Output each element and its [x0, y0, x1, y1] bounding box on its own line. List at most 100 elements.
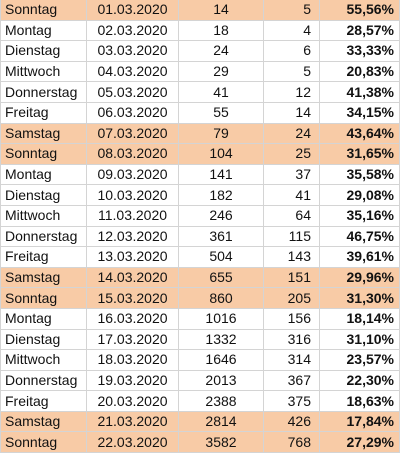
date-cell[interactable]: 12.03.2020 — [86, 226, 179, 248]
growth-percent-cell[interactable]: 46,75% — [319, 226, 400, 248]
weekday-cell[interactable]: Dienstag — [0, 40, 87, 62]
new-cases-cell[interactable]: 143 — [263, 246, 320, 268]
date-cell[interactable]: 17.03.2020 — [86, 329, 179, 351]
new-cases-cell[interactable]: 4 — [263, 20, 320, 42]
total-cases-cell[interactable]: 2013 — [178, 370, 264, 392]
growth-percent-cell[interactable]: 39,61% — [319, 246, 400, 268]
date-cell[interactable]: 22.03.2020 — [86, 431, 179, 453]
growth-percent-cell[interactable]: 22,30% — [319, 370, 400, 392]
weekday-cell[interactable]: Freitag — [0, 102, 87, 124]
new-cases-cell[interactable]: 768 — [263, 431, 320, 453]
growth-percent-cell[interactable]: 31,65% — [319, 143, 400, 165]
growth-percent-cell[interactable]: 55,56% — [319, 0, 400, 21]
new-cases-cell[interactable]: 64 — [263, 205, 320, 227]
total-cases-cell[interactable]: 182 — [178, 184, 264, 206]
new-cases-cell[interactable]: 5 — [263, 61, 320, 83]
date-cell[interactable]: 02.03.2020 — [86, 20, 179, 42]
growth-percent-cell[interactable]: 18,14% — [319, 308, 400, 330]
growth-percent-cell[interactable]: 35,16% — [319, 205, 400, 227]
new-cases-cell[interactable]: 426 — [263, 411, 320, 433]
growth-percent-cell[interactable]: 31,30% — [319, 287, 400, 309]
date-cell[interactable]: 08.03.2020 — [86, 143, 179, 165]
growth-percent-cell[interactable]: 17,84% — [319, 411, 400, 433]
growth-percent-cell[interactable]: 23,57% — [319, 349, 400, 371]
weekday-cell[interactable]: Sonntag — [0, 431, 87, 453]
weekday-cell[interactable]: Samstag — [0, 267, 87, 289]
weekday-cell[interactable]: Mittwoch — [0, 349, 87, 371]
total-cases-cell[interactable]: 3582 — [178, 431, 264, 453]
date-cell[interactable]: 06.03.2020 — [86, 102, 179, 124]
total-cases-cell[interactable]: 246 — [178, 205, 264, 227]
date-cell[interactable]: 13.03.2020 — [86, 246, 179, 268]
growth-percent-cell[interactable]: 28,57% — [319, 20, 400, 42]
weekday-cell[interactable]: Samstag — [0, 411, 87, 433]
growth-percent-cell[interactable]: 20,83% — [319, 61, 400, 83]
total-cases-cell[interactable]: 41 — [178, 81, 264, 103]
weekday-cell[interactable]: Donnerstag — [0, 226, 87, 248]
growth-percent-cell[interactable]: 29,08% — [319, 184, 400, 206]
weekday-cell[interactable]: Montag — [0, 20, 87, 42]
growth-percent-cell[interactable]: 43,64% — [319, 123, 400, 145]
date-cell[interactable]: 14.03.2020 — [86, 267, 179, 289]
date-cell[interactable]: 03.03.2020 — [86, 40, 179, 62]
weekday-cell[interactable]: Dienstag — [0, 184, 87, 206]
new-cases-cell[interactable]: 25 — [263, 143, 320, 165]
new-cases-cell[interactable]: 375 — [263, 390, 320, 412]
new-cases-cell[interactable]: 12 — [263, 81, 320, 103]
weekday-cell[interactable]: Sonntag — [0, 287, 87, 309]
new-cases-cell[interactable]: 156 — [263, 308, 320, 330]
weekday-cell[interactable]: Montag — [0, 308, 87, 330]
new-cases-cell[interactable]: 37 — [263, 164, 320, 186]
total-cases-cell[interactable]: 504 — [178, 246, 264, 268]
total-cases-cell[interactable]: 1646 — [178, 349, 264, 371]
date-cell[interactable]: 20.03.2020 — [86, 390, 179, 412]
weekday-cell[interactable]: Dienstag — [0, 329, 87, 351]
weekday-cell[interactable]: Mittwoch — [0, 61, 87, 83]
new-cases-cell[interactable]: 41 — [263, 184, 320, 206]
growth-percent-cell[interactable]: 41,38% — [319, 81, 400, 103]
new-cases-cell[interactable]: 205 — [263, 287, 320, 309]
new-cases-cell[interactable]: 6 — [263, 40, 320, 62]
weekday-cell[interactable]: Donnerstag — [0, 370, 87, 392]
total-cases-cell[interactable]: 24 — [178, 40, 264, 62]
total-cases-cell[interactable]: 104 — [178, 143, 264, 165]
new-cases-cell[interactable]: 316 — [263, 329, 320, 351]
new-cases-cell[interactable]: 115 — [263, 226, 320, 248]
total-cases-cell[interactable]: 29 — [178, 61, 264, 83]
new-cases-cell[interactable]: 151 — [263, 267, 320, 289]
growth-percent-cell[interactable]: 18,63% — [319, 390, 400, 412]
date-cell[interactable]: 10.03.2020 — [86, 184, 179, 206]
growth-percent-cell[interactable]: 29,96% — [319, 267, 400, 289]
date-cell[interactable]: 04.03.2020 — [86, 61, 179, 83]
total-cases-cell[interactable]: 860 — [178, 287, 264, 309]
weekday-cell[interactable]: Freitag — [0, 246, 87, 268]
weekday-cell[interactable]: Sonntag — [0, 143, 87, 165]
weekday-cell[interactable]: Samstag — [0, 123, 87, 145]
total-cases-cell[interactable]: 1332 — [178, 329, 264, 351]
date-cell[interactable]: 07.03.2020 — [86, 123, 179, 145]
new-cases-cell[interactable]: 5 — [263, 0, 320, 21]
total-cases-cell[interactable]: 55 — [178, 102, 264, 124]
date-cell[interactable]: 09.03.2020 — [86, 164, 179, 186]
date-cell[interactable]: 05.03.2020 — [86, 81, 179, 103]
total-cases-cell[interactable]: 655 — [178, 267, 264, 289]
total-cases-cell[interactable]: 14 — [178, 0, 264, 21]
weekday-cell[interactable]: Donnerstag — [0, 81, 87, 103]
weekday-cell[interactable]: Freitag — [0, 390, 87, 412]
total-cases-cell[interactable]: 18 — [178, 20, 264, 42]
growth-percent-cell[interactable]: 35,58% — [319, 164, 400, 186]
date-cell[interactable]: 01.03.2020 — [86, 0, 179, 21]
weekday-cell[interactable]: Mittwoch — [0, 205, 87, 227]
date-cell[interactable]: 11.03.2020 — [86, 205, 179, 227]
total-cases-cell[interactable]: 79 — [178, 123, 264, 145]
weekday-cell[interactable]: Montag — [0, 164, 87, 186]
total-cases-cell[interactable]: 361 — [178, 226, 264, 248]
date-cell[interactable]: 15.03.2020 — [86, 287, 179, 309]
date-cell[interactable]: 19.03.2020 — [86, 370, 179, 392]
growth-percent-cell[interactable]: 34,15% — [319, 102, 400, 124]
weekday-cell[interactable]: Sonntag — [0, 0, 87, 21]
new-cases-cell[interactable]: 24 — [263, 123, 320, 145]
new-cases-cell[interactable]: 314 — [263, 349, 320, 371]
total-cases-cell[interactable]: 141 — [178, 164, 264, 186]
total-cases-cell[interactable]: 1016 — [178, 308, 264, 330]
